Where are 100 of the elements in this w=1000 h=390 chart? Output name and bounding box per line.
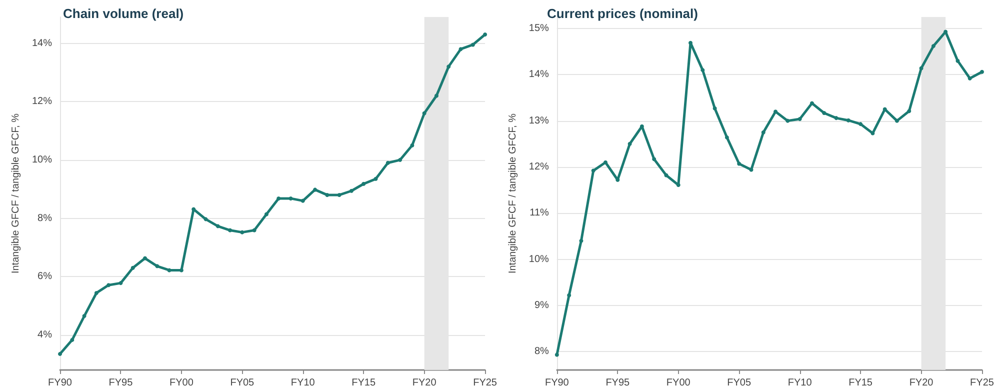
- y-axis-title: Intangible GFCF / tangible GFCF, %: [508, 113, 518, 274]
- y-tick-label: 13%: [528, 115, 550, 126]
- y-tick-label: 10%: [32, 154, 52, 166]
- y-tick-label: 12%: [528, 161, 550, 172]
- x-tick-label: FY00: [169, 378, 194, 388]
- point: [724, 135, 729, 140]
- point: [228, 228, 232, 232]
- point: [810, 101, 814, 106]
- point: [300, 198, 305, 203]
- point: [554, 352, 559, 357]
- x-tick-label: FY90: [544, 378, 570, 388]
- y-tick-label: 6%: [38, 271, 52, 282]
- point: [143, 256, 148, 260]
- point: [398, 158, 402, 162]
- point: [798, 116, 802, 121]
- x-tick-label: FY25: [473, 378, 498, 388]
- point: [337, 192, 342, 197]
- point: [288, 196, 293, 200]
- point: [749, 168, 754, 172]
- x-tick-label: FY95: [108, 378, 134, 388]
- point: [179, 268, 184, 272]
- point: [264, 212, 268, 216]
- point: [155, 264, 160, 268]
- point: [118, 281, 123, 286]
- y-tick-label: 14%: [32, 38, 52, 49]
- point: [386, 160, 390, 165]
- x-tick-label: FY95: [606, 378, 630, 388]
- point: [931, 44, 936, 48]
- y-tick-label: 8%: [38, 212, 52, 224]
- point: [130, 266, 135, 270]
- point: [434, 94, 438, 98]
- x-tick-label: FY00: [666, 378, 691, 388]
- point: [688, 40, 693, 45]
- x-tick-label: FY90: [48, 378, 72, 388]
- point: [870, 131, 875, 136]
- point: [82, 314, 86, 318]
- x-tick-label: FY05: [727, 378, 752, 388]
- y-tick-label: 15%: [528, 23, 550, 34]
- point: [786, 118, 790, 123]
- point: [652, 157, 656, 162]
- x-tick-label: FY20: [412, 378, 437, 388]
- point: [240, 230, 244, 234]
- point: [422, 111, 426, 116]
- point: [94, 290, 98, 295]
- point: [858, 122, 863, 126]
- point: [980, 70, 984, 74]
- point: [70, 338, 74, 342]
- point: [458, 47, 463, 52]
- point: [579, 238, 584, 243]
- point: [106, 283, 111, 288]
- y-tick-label: 12%: [32, 96, 52, 108]
- x-tick-label: FY15: [352, 378, 376, 388]
- point: [567, 293, 572, 298]
- point: [470, 42, 475, 47]
- line-series: [58, 32, 488, 356]
- point: [907, 109, 912, 114]
- y-tick-label: 8%: [534, 346, 550, 358]
- chart-title: Chain volume (real): [63, 6, 184, 21]
- point: [712, 106, 717, 110]
- x-tick-label: FY05: [230, 378, 255, 388]
- point: [374, 176, 378, 181]
- point: [362, 182, 366, 186]
- point: [664, 173, 668, 178]
- point: [58, 352, 62, 356]
- point: [956, 58, 960, 63]
- point: [737, 162, 742, 166]
- point: [252, 228, 256, 232]
- point: [834, 116, 838, 120]
- y-axis-title: Intangible GFCF / tangible GFCF, %: [10, 113, 22, 274]
- point: [628, 142, 632, 146]
- point: [846, 118, 850, 122]
- point: [919, 66, 924, 70]
- x-tick-label: FY15: [848, 378, 873, 388]
- y-tick-label: 11%: [530, 208, 550, 219]
- x-tick-label: FY10: [788, 378, 812, 388]
- point: [483, 32, 488, 37]
- point: [325, 192, 330, 197]
- y-tick-label: 10%: [528, 254, 550, 265]
- point: [604, 160, 608, 164]
- x-tick-label: FY20: [909, 378, 934, 388]
- point: [276, 196, 281, 200]
- chart-title: Current prices (nominal): [547, 6, 698, 21]
- point: [204, 217, 208, 222]
- y-tick-label: 14%: [528, 69, 550, 80]
- point: [216, 224, 220, 228]
- point: [313, 188, 318, 192]
- point: [774, 110, 778, 114]
- x-tick-label: FY25: [970, 378, 994, 388]
- point: [167, 268, 172, 272]
- point: [761, 130, 766, 134]
- point: [700, 68, 705, 72]
- x-tick-label: FY10: [290, 378, 316, 388]
- point: [822, 110, 826, 115]
- point: [968, 76, 972, 80]
- point: [410, 143, 414, 148]
- point: [591, 168, 596, 173]
- y-tick-label: 4%: [38, 329, 52, 340]
- point: [894, 118, 899, 123]
- y-tick-label: 9%: [534, 300, 550, 311]
- point: [446, 64, 451, 69]
